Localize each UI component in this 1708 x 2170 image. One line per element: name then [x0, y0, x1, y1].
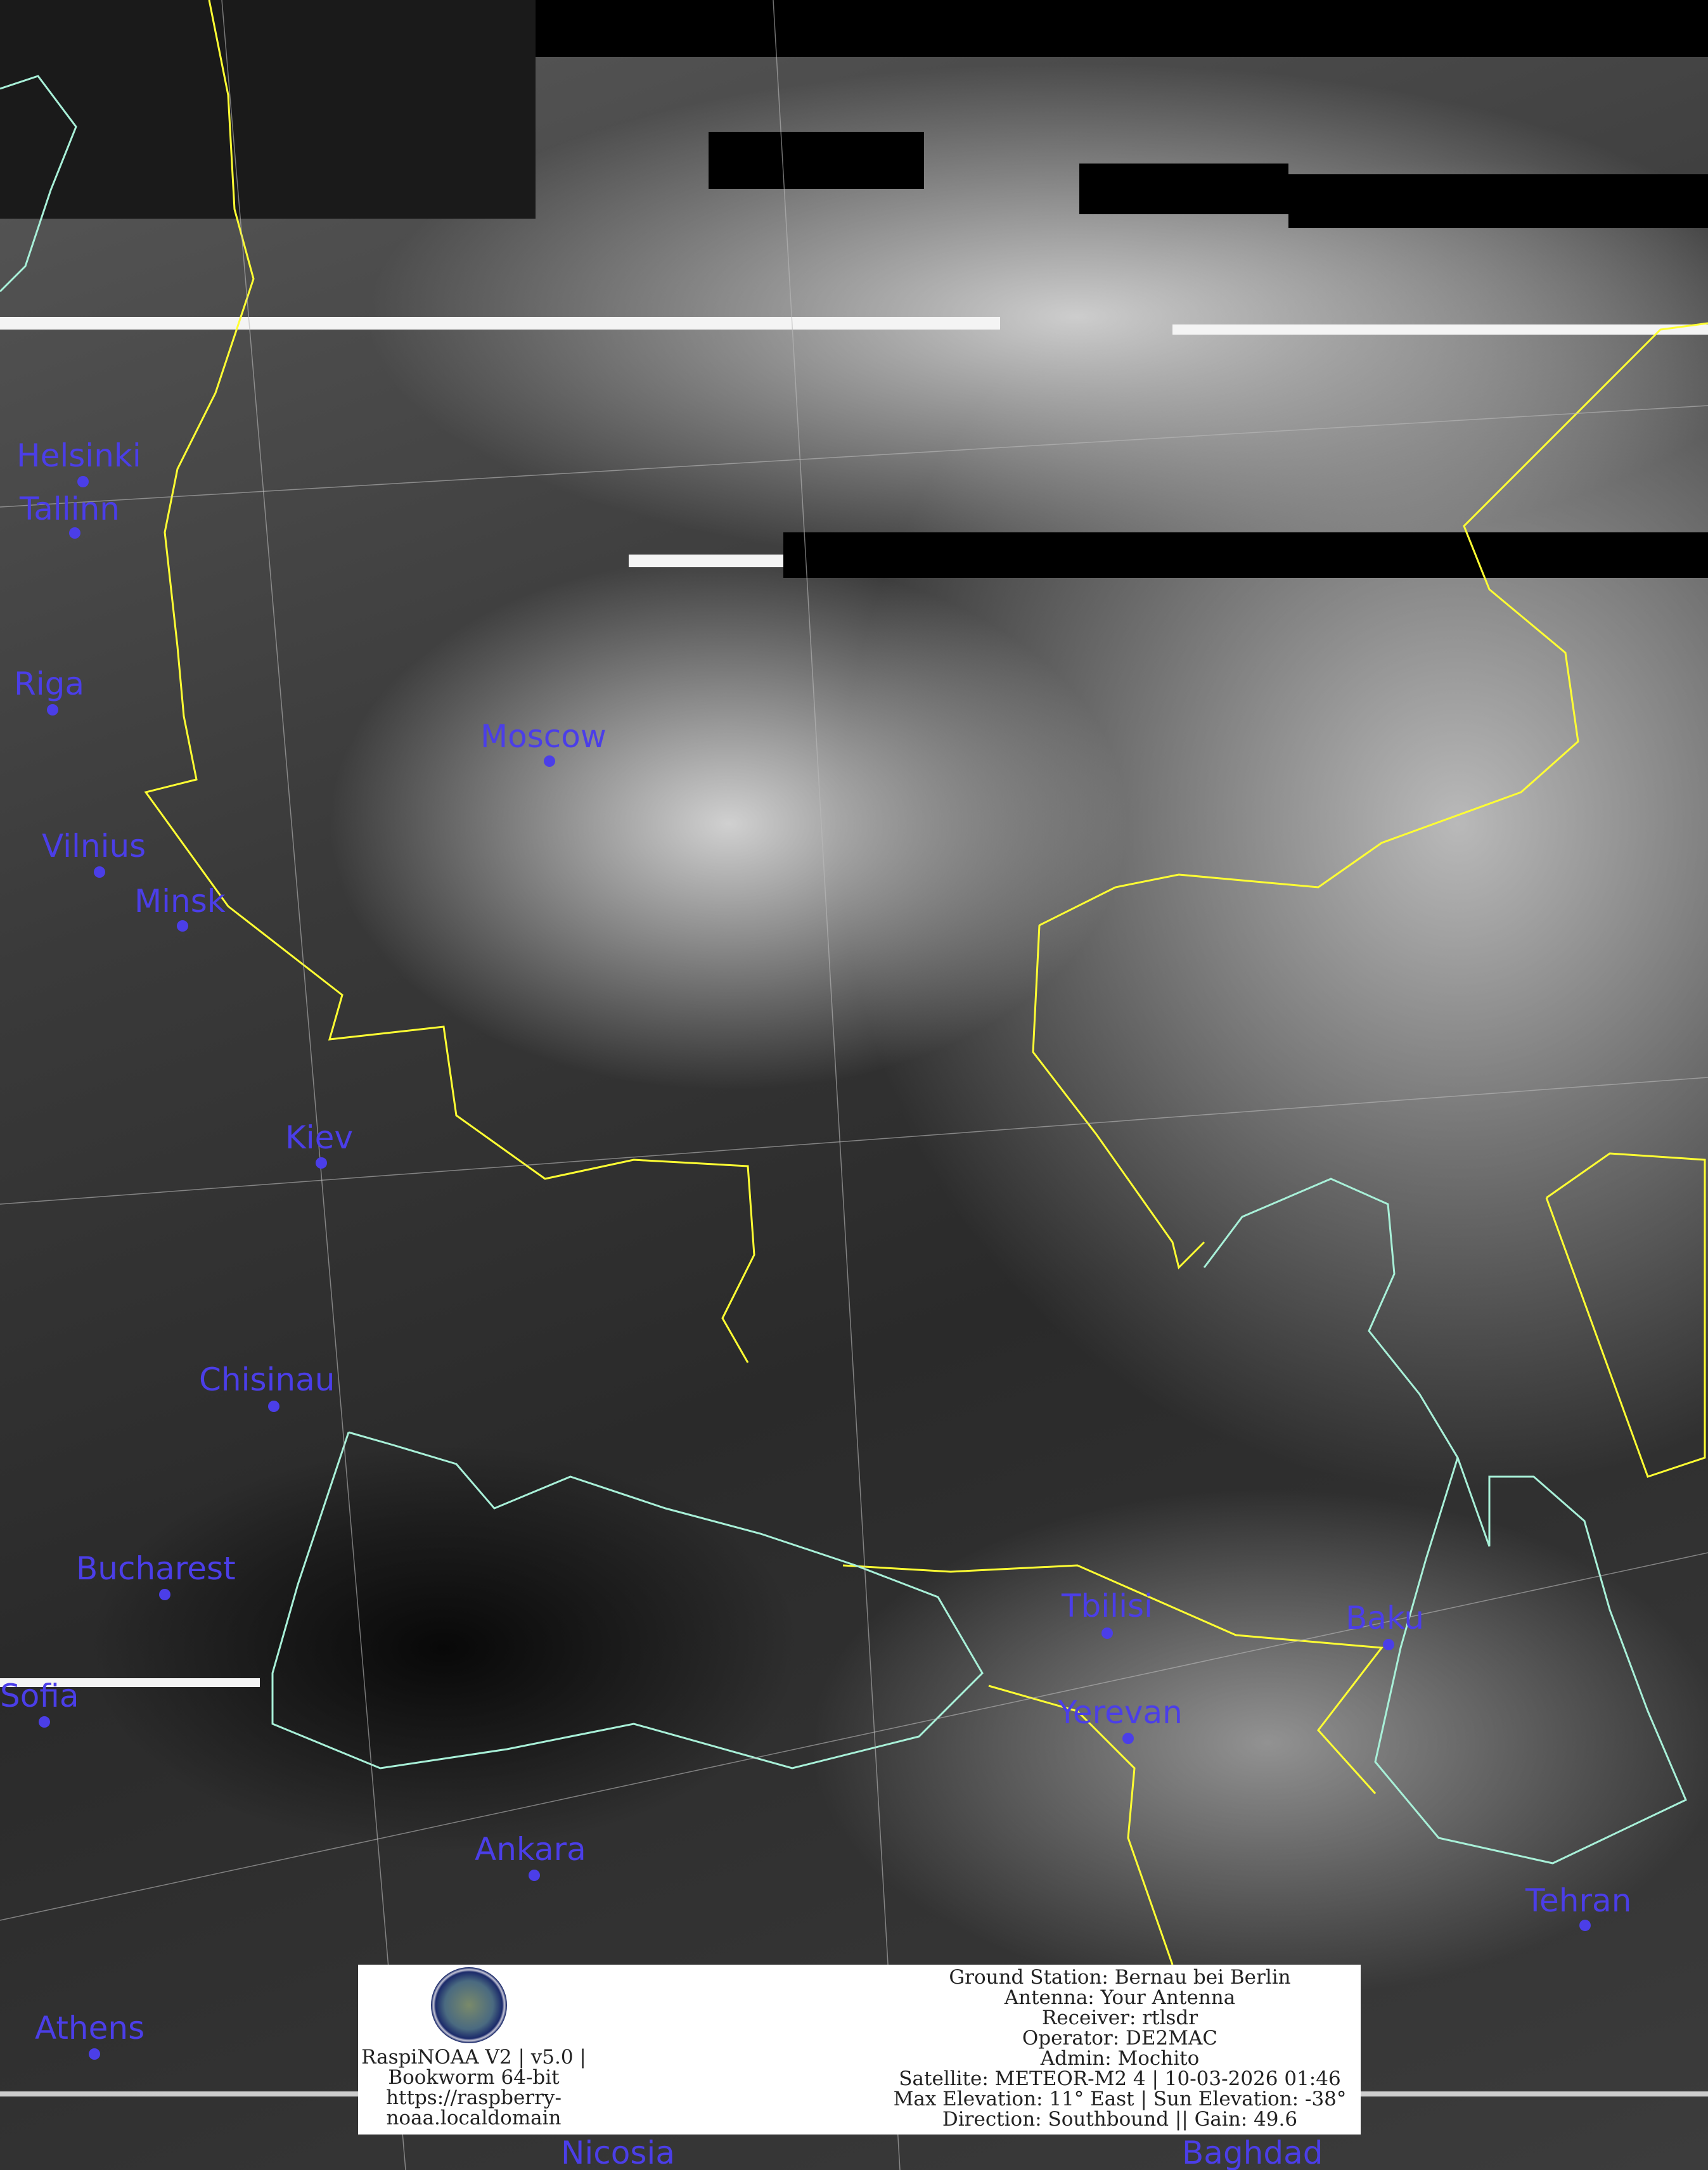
graticule: [0, 1552, 1708, 1921]
city-marker: [1579, 1920, 1591, 1931]
city-marker: [77, 476, 89, 487]
ground-station: Ground Station: Bernau bei Berlin: [949, 1966, 1291, 1989]
city-label-kiev: Kiev: [285, 1119, 354, 1156]
graticule: [773, 0, 901, 2170]
admin: Admin: Mochito: [1040, 2047, 1200, 2070]
border-line: [1039, 322, 1708, 927]
coast-line: [271, 1431, 984, 1769]
elevation: Max Elevation: 11° East | Sun Elevation:…: [893, 2088, 1347, 2110]
city-marker: [47, 704, 58, 716]
dropout-band: [783, 532, 1708, 578]
city-label-baku: Baku: [1345, 1600, 1425, 1636]
city-label-moscow: Moscow: [480, 718, 607, 755]
receiver: Receiver: rtlsdr: [1041, 2006, 1198, 2029]
city-label-chisinau: Chisinau: [199, 1361, 335, 1398]
dropout-band: [629, 555, 783, 567]
city-label-bucharest: Bucharest: [76, 1550, 236, 1587]
city-marker: [159, 1589, 170, 1600]
dropout-band: [0, 317, 1000, 330]
city-marker: [177, 920, 188, 932]
graticule: [0, 1077, 1708, 1205]
raspinoaa-logo: [431, 1967, 507, 2043]
border-line: [842, 1564, 1384, 1795]
city-marker: [529, 1870, 540, 1881]
city-marker: [316, 1157, 327, 1169]
city-label-vilnius: Vilnius: [42, 828, 146, 864]
city-marker: [69, 527, 80, 539]
city-label-minsk: Minsk: [134, 883, 226, 920]
satellite: Satellite: METEOR-M2 4 | 10-03-2026 01:4…: [899, 2067, 1341, 2090]
coast-line: [0, 75, 77, 293]
city-marker: [1122, 1733, 1134, 1744]
dropout-band: [536, 0, 1708, 57]
city-label-nicosia: Nicosia: [561, 2135, 675, 2170]
pass-info: Ground Station: Bernau bei Berlin Antenn…: [879, 1967, 1361, 2129]
border-line: [988, 1685, 1174, 1965]
dropout-band: [709, 132, 924, 189]
software-line: noaa.localdomain: [386, 2107, 562, 2129]
city-label-ankara: Ankara: [475, 1831, 586, 1868]
software-line: RaspiNOAA V2 | v5.0 |: [361, 2046, 586, 2069]
city-marker: [544, 755, 555, 767]
city-marker: [268, 1401, 279, 1412]
city-label-athens: Athens: [35, 2010, 145, 2046]
dropout-band: [1172, 324, 1708, 335]
city-label-yerevan: Yerevan: [1058, 1694, 1183, 1731]
border-line: [1545, 1152, 1706, 1478]
border-line: [144, 0, 755, 1363]
direction-gain: Direction: Southbound || Gain: 49.6: [942, 2108, 1298, 2131]
city-marker: [39, 1716, 50, 1728]
antenna: Antenna: Your Antenna: [1004, 1986, 1236, 2009]
border-line: [1032, 925, 1205, 1269]
city-label-tbilisi: Tbilisi: [1062, 1588, 1153, 1624]
city-marker: [1383, 1639, 1394, 1650]
city-label-riga: Riga: [14, 665, 85, 702]
software-info: RaspiNOAA V2 | v5.0 | Bookworm 64-bit ht…: [358, 2047, 589, 2128]
city-label-baghdad: Baghdad: [1182, 2135, 1323, 2170]
graticule: [221, 0, 406, 2170]
coast-line: [1203, 1178, 1687, 1865]
software-line: https://raspberry-: [386, 2086, 562, 2109]
city-marker: [89, 2048, 100, 2060]
city-label-sofia: Sofia: [0, 1678, 79, 1714]
city-label-tallinn: Tallinn: [20, 491, 120, 527]
operator: Operator: DE2MAC: [1022, 2027, 1218, 2050]
graticule: [0, 405, 1708, 508]
city-marker: [1101, 1628, 1113, 1639]
dropout-band: [0, 0, 536, 219]
dropout-band: [1079, 164, 1288, 214]
dropout-band: [0, 1678, 260, 1687]
info-box: RaspiNOAA V2 | v5.0 | Bookworm 64-bit ht…: [358, 1965, 1361, 2135]
software-line: Bookworm 64-bit: [388, 2066, 560, 2089]
city-marker: [94, 866, 105, 878]
dropout-band: [1288, 174, 1708, 228]
city-label-helsinki: Helsinki: [16, 437, 141, 474]
city-label-tehran: Tehran: [1525, 1882, 1632, 1919]
